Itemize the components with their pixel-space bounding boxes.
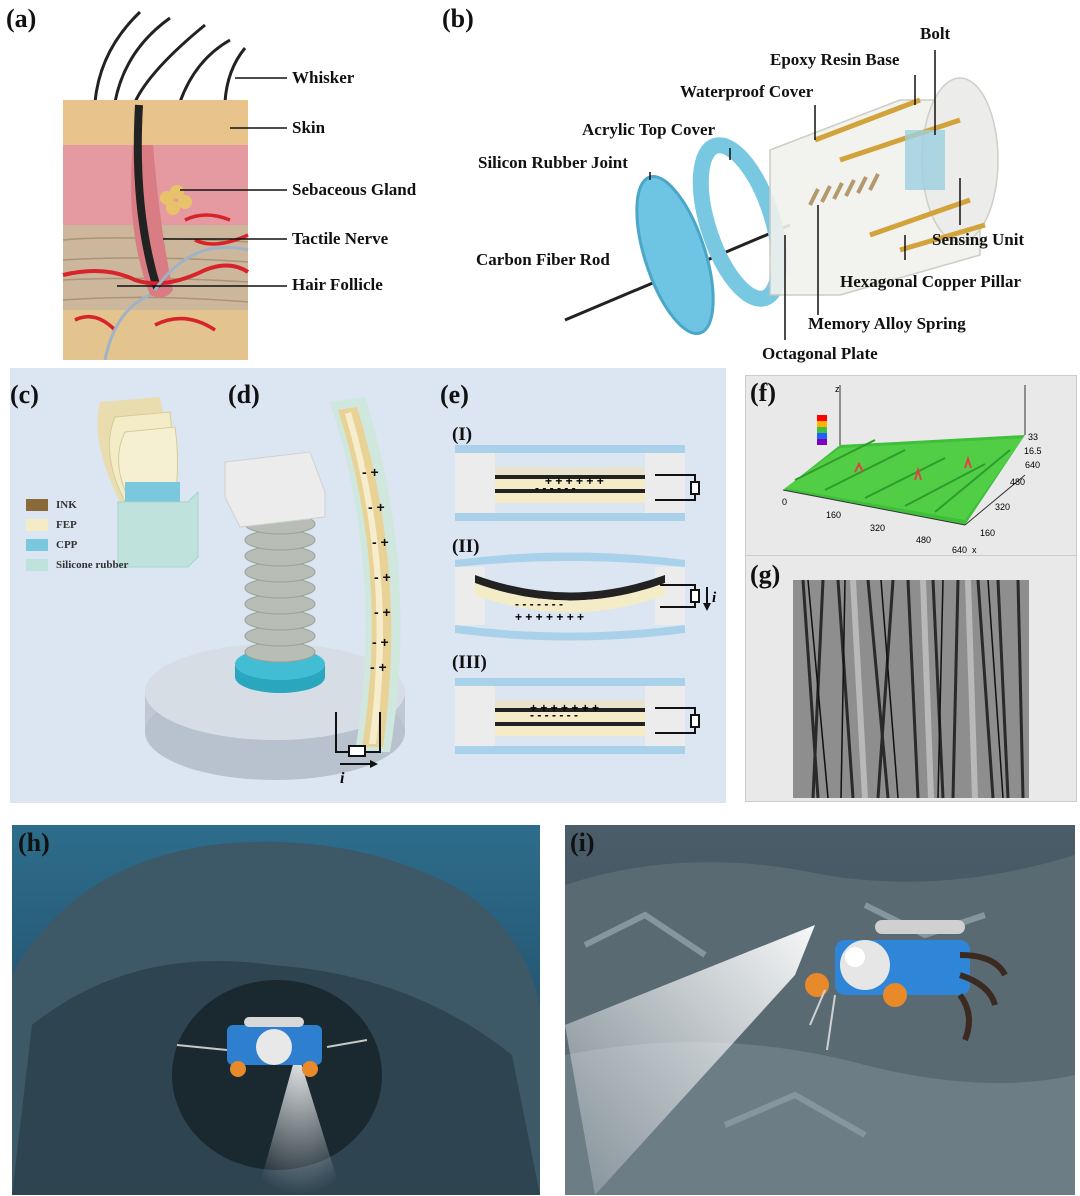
label-sensing-unit: Sensing Unit bbox=[932, 230, 1025, 249]
legend-swatch bbox=[26, 499, 48, 511]
panel-label-e: (e) bbox=[440, 380, 469, 409]
panel-label-g: (g) bbox=[750, 560, 781, 589]
svg-text:- - - - - - -: - - - - - - - bbox=[515, 597, 563, 611]
svg-text:- +: - + bbox=[372, 634, 389, 650]
legend-item: CPP bbox=[26, 535, 128, 555]
surface-profile-plot bbox=[782, 385, 1026, 526]
current-label-e: i bbox=[712, 590, 717, 606]
svg-text:- +: - + bbox=[374, 604, 391, 620]
current-label-d: i bbox=[340, 770, 345, 787]
working-state-2: - - - - - - - + + + + + + + bbox=[455, 552, 711, 641]
z-axis-label: z bbox=[835, 384, 840, 394]
x-tick: 160 bbox=[826, 510, 842, 520]
legend-label: FEP bbox=[56, 519, 77, 531]
legend-item: Silicone rubber bbox=[26, 555, 128, 575]
panel-label-a: (a) bbox=[6, 4, 37, 33]
svg-text:- - - - - -: - - - - - - bbox=[535, 481, 576, 495]
y-tick: 320 bbox=[995, 502, 1011, 512]
x-tick: 0 bbox=[782, 497, 788, 507]
x-tick: 640 bbox=[952, 545, 968, 555]
svg-text:- +: - + bbox=[374, 569, 391, 585]
label-epoxy-resin-base: Epoxy Resin Base bbox=[770, 50, 900, 69]
panel-label-i: (i) bbox=[570, 828, 595, 857]
svg-text:- +: - + bbox=[372, 534, 389, 550]
legend-item: FEP bbox=[26, 515, 128, 535]
working-state-1: + + + + + + - - - - - - bbox=[455, 445, 700, 521]
svg-text:- +: - + bbox=[370, 659, 387, 675]
y-tick: 640 bbox=[1025, 460, 1041, 470]
robot-cave-render bbox=[12, 825, 540, 1195]
x-tick: 480 bbox=[916, 535, 932, 545]
label-silicon-rubber-joint: Silicon Rubber Joint bbox=[478, 153, 628, 172]
y-tick: 160 bbox=[980, 528, 996, 538]
fiber-micrograph bbox=[793, 579, 1029, 799]
working-state-3: + + + + + + + - - - - - - - bbox=[455, 678, 700, 754]
svg-text:- +: - + bbox=[362, 464, 379, 480]
svg-text:+ + + + + + +: + + + + + + + bbox=[530, 701, 599, 715]
label-waterproof-cover: Waterproof Cover bbox=[680, 82, 814, 101]
bolt-bending-illustration: - + - + - + - + - + - + - + bbox=[145, 397, 405, 780]
legend-swatch bbox=[26, 559, 48, 571]
label-memory-alloy-spring: Memory Alloy Spring bbox=[808, 314, 966, 333]
x-axis-label: x bbox=[972, 545, 977, 555]
robot-seabed-render bbox=[565, 825, 1075, 1195]
legend-label: CPP bbox=[56, 539, 78, 551]
label-acrylic-top-cover: Acrylic Top Cover bbox=[582, 120, 716, 139]
panel-label-h: (h) bbox=[18, 828, 50, 857]
legend-swatch bbox=[26, 539, 48, 551]
legend-item: INK bbox=[26, 495, 128, 515]
svg-text:+ + + + + +: + + + + + + bbox=[545, 474, 604, 488]
label-hexagonal-copper-pillar: Hexagonal Copper Pillar bbox=[840, 272, 1022, 291]
z-tick: 16.5 bbox=[1024, 446, 1042, 456]
label-carbon-fiber-rod: Carbon Fiber Rod bbox=[476, 250, 610, 269]
label-sebaceous-gland: Sebaceous Gland bbox=[292, 180, 417, 199]
layer-legend: INK FEP CPP Silicone rubber bbox=[26, 495, 128, 575]
panel-label-f: (f) bbox=[750, 378, 776, 407]
svg-text:- +: - + bbox=[368, 499, 385, 515]
panel-label-d: (d) bbox=[228, 380, 260, 409]
state-label-3: (III) bbox=[452, 652, 487, 673]
legend-label: Silicone rubber bbox=[56, 559, 129, 571]
panel-label-c: (c) bbox=[10, 380, 39, 409]
legend-label: INK bbox=[56, 499, 77, 511]
panel-label-b: (b) bbox=[442, 4, 474, 33]
legend-swatch bbox=[26, 519, 48, 531]
svg-text:- - - - - - -: - - - - - - - bbox=[530, 708, 578, 722]
y-tick: 480 bbox=[1010, 477, 1026, 487]
label-whisker: Whisker bbox=[292, 68, 355, 87]
label-skin: Skin bbox=[292, 118, 326, 137]
layered-film-illustration bbox=[97, 397, 199, 568]
state-label-1: (I) bbox=[452, 424, 473, 445]
label-bolt: Bolt bbox=[920, 24, 951, 43]
label-octagonal-plate: Octagonal Plate bbox=[762, 344, 878, 363]
label-tactile-nerve: Tactile Nerve bbox=[292, 229, 389, 248]
exploded-sensor-diagram bbox=[564, 50, 999, 340]
whisker-skin-illustration bbox=[62, 10, 287, 361]
label-hair-follicle: Hair Follicle bbox=[292, 275, 383, 294]
state-label-2: (II) bbox=[452, 536, 480, 557]
z-tick: 33 bbox=[1028, 432, 1039, 442]
svg-text:+ + + + + + +: + + + + + + + bbox=[515, 610, 584, 624]
x-tick: 320 bbox=[870, 523, 886, 533]
